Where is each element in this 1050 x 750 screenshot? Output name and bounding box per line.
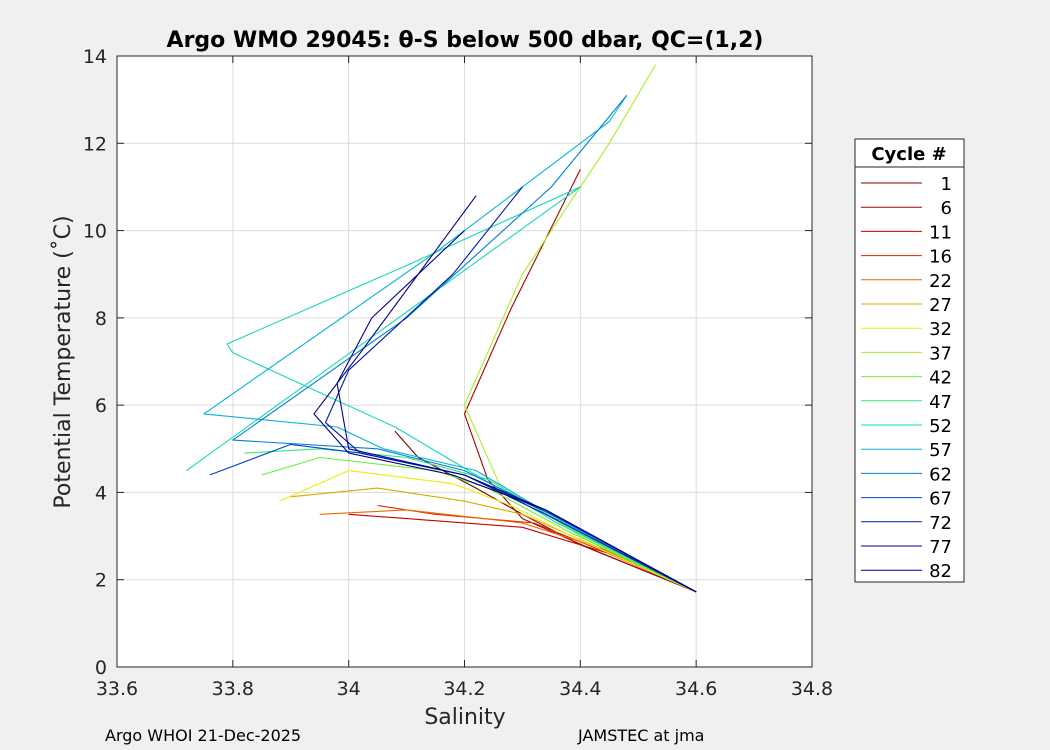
y-tick-label: 8 xyxy=(95,308,107,330)
legend-label: 47 xyxy=(929,392,952,413)
legend-label: 22 xyxy=(929,271,952,292)
legend-label: 77 xyxy=(929,537,952,558)
series-line-cycle-37 xyxy=(463,64,697,593)
legend-label: 72 xyxy=(929,513,952,534)
legend-label: 67 xyxy=(929,489,952,510)
x-tick-label: 34.8 xyxy=(791,678,833,700)
y-tick-label: 6 xyxy=(95,395,107,417)
y-tick-label: 14 xyxy=(83,46,107,68)
y-axis-label: Potential Temperature (˚C) xyxy=(51,215,76,508)
x-tick-label: 34 xyxy=(337,678,361,700)
x-tick-label: 34.6 xyxy=(675,678,717,700)
legend-box xyxy=(854,138,965,583)
y-tick-label: 2 xyxy=(95,570,107,592)
series-line-cycle-27 xyxy=(290,487,697,593)
axis-ticks: 33.6 33.8 34 34.2 34.4 34.6 34.8 0 2 4 6 8 10 12 14 xyxy=(83,46,833,700)
x-tick-label: 34.2 xyxy=(443,678,485,700)
y-tick-label: 10 xyxy=(83,221,107,243)
x-tick-label: 34.4 xyxy=(559,678,601,700)
legend-label: 62 xyxy=(929,464,952,485)
x-axis-label: Salinity xyxy=(424,705,505,730)
legend-label: 16 xyxy=(929,247,952,268)
series-line-cycle-82 xyxy=(313,195,697,593)
series-line-cycle-47 xyxy=(244,448,697,593)
legend-label: 42 xyxy=(929,368,952,389)
legend-label: 1 xyxy=(941,174,952,195)
series-line-cycle-72 xyxy=(324,186,697,593)
legend-title: Cycle # xyxy=(871,144,946,165)
x-tick-label: 33.8 xyxy=(212,678,254,700)
chart-title: Argo WMO 29045: θ-S below 500 dbar, QC=(… xyxy=(167,28,764,53)
legend-label: 11 xyxy=(929,222,952,243)
legend-label: 37 xyxy=(929,343,952,364)
y-tick-label: 0 xyxy=(95,657,107,679)
legend-label: 6 xyxy=(941,198,952,219)
y-tick-label: 4 xyxy=(95,482,107,504)
y-tick-label: 12 xyxy=(83,133,107,155)
series-line-cycle-42 xyxy=(261,456,697,593)
legend-label: 82 xyxy=(929,561,952,582)
x-tick-label: 33.6 xyxy=(96,678,138,700)
footer-left: Argo WHOI 21-Dec-2025 xyxy=(105,726,301,745)
series-line-cycle-32 xyxy=(278,470,697,593)
legend-label: 32 xyxy=(929,319,952,340)
series-lines xyxy=(186,64,697,593)
legend-label: 27 xyxy=(929,295,952,316)
legend-label: 57 xyxy=(929,440,952,461)
series-line-cycle-57 xyxy=(203,94,697,593)
footer-right: JAMSTEC at jma xyxy=(577,726,704,745)
legend-label: 52 xyxy=(929,416,952,437)
